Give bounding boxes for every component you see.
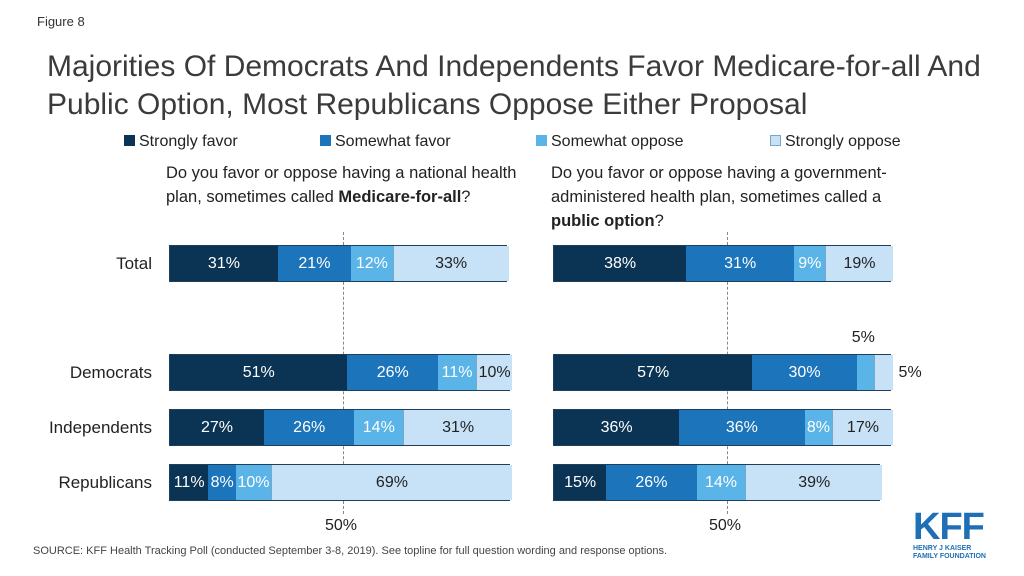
question-text: Do you favor or oppose having a national… (166, 164, 517, 206)
bar-segment: 11% (437, 355, 477, 390)
bar-segment: 31% (686, 246, 795, 281)
bar-segment: 19% (825, 246, 893, 281)
bar-segment: 8% (804, 410, 833, 445)
question-public-option: Do you favor or oppose having a governme… (551, 161, 931, 233)
legend-swatch (124, 135, 135, 146)
row-label-democrats: Democrats (69, 363, 152, 382)
bar-segment: 33% (392, 246, 509, 281)
legend-somewhat-oppose: Somewhat oppose (536, 133, 684, 151)
stacked-bar: 11% 8% 10% 69% (169, 464, 512, 501)
row-label-total: Total (116, 254, 152, 273)
stacked-bar: 27% 26% 14% 31% (169, 409, 513, 446)
question-text: Do you favor or oppose having a governme… (551, 164, 887, 206)
legend-swatch (770, 135, 781, 146)
legend-label: Somewhat oppose (551, 133, 684, 150)
bar-segment (874, 355, 893, 390)
bar-segment: 51% (170, 355, 348, 390)
legend-swatch (320, 135, 331, 146)
data-label-somewhat-oppose: 5% (851, 329, 875, 346)
bar-segment: 14% (354, 410, 404, 445)
stacked-bar: 15% 26% 14% 39% (553, 464, 883, 501)
bar-segment: 31% (403, 410, 513, 445)
bar-segment: 17% (832, 410, 893, 445)
question-emphasis: public option (551, 212, 655, 230)
reference-line-label: 50% (709, 517, 742, 534)
bar-segment: 38% (554, 246, 687, 281)
reference-line-label: 50% (325, 517, 358, 534)
stacked-bar: 31% 21% 12% 33% (169, 245, 509, 282)
data-label-strongly-oppose: 5% (898, 364, 922, 381)
bar-segment: 26% (263, 410, 355, 445)
stacked-bar: 36% 36% 8% 17% (553, 409, 893, 446)
bar-segment: 8% (208, 465, 237, 500)
bar-segment: 9% (794, 246, 826, 281)
bar-segment: 21% (277, 246, 351, 281)
stacked-bar: 51% 26% 11% 10% (169, 354, 512, 391)
row-label-republicans: Republicans (58, 473, 152, 492)
bar-segment: 31% (170, 246, 278, 281)
stacked-bar: 57% 30% (553, 354, 893, 391)
bar-segment: 30% (752, 355, 857, 390)
bar-segment: 14% (696, 465, 746, 500)
question-end: ? (654, 212, 664, 230)
kff-logo: KFF HENRY J KAISER FAMILY FOUNDATION (913, 506, 995, 561)
logo-subtitle-2: FAMILY FOUNDATION (913, 553, 986, 560)
bar-segment: 10% (476, 355, 512, 390)
bar-segment: 57% (554, 355, 753, 390)
bar-segment: 36% (554, 410, 680, 445)
row-label-independents: Independents (48, 418, 152, 437)
bar-segment: 12% (350, 246, 393, 281)
bar-segment: 26% (347, 355, 438, 390)
legend-label: Strongly oppose (785, 133, 901, 150)
legend-strongly-favor: Strongly favor (124, 133, 238, 151)
question-end: ? (461, 188, 471, 206)
stacked-bar: 38% 31% 9% 19% (553, 245, 893, 282)
legend-label: Strongly favor (139, 133, 238, 150)
bar-segment: 39% (745, 465, 883, 500)
bar-segment: 27% (170, 410, 264, 445)
legend-strongly-oppose: Strongly oppose (770, 133, 901, 151)
question-medicare-for-all: Do you favor or oppose having a national… (166, 161, 526, 209)
chart-title: Majorities Of Democrats And Independents… (47, 50, 981, 121)
figure-label: Figure 8 (37, 14, 85, 29)
logo-wordmark: KFF (913, 506, 985, 548)
bar-segment: 69% (270, 465, 512, 500)
bar-segment: 26% (606, 465, 697, 500)
question-emphasis: Medicare-for-all (338, 188, 462, 206)
logo-subtitle-1: HENRY J KAISER (913, 545, 972, 552)
source-note: SOURCE: KFF Health Tracking Poll (conduc… (33, 545, 668, 557)
legend-somewhat-favor: Somewhat favor (320, 133, 451, 151)
legend-swatch (536, 135, 547, 146)
bar-segment: 36% (679, 410, 805, 445)
legend-label: Somewhat favor (335, 133, 451, 150)
bar-segment: 10% (236, 465, 271, 500)
bar-segment (856, 355, 875, 390)
bar-segment: 11% (170, 465, 209, 500)
bar-segment: 15% (554, 465, 607, 500)
